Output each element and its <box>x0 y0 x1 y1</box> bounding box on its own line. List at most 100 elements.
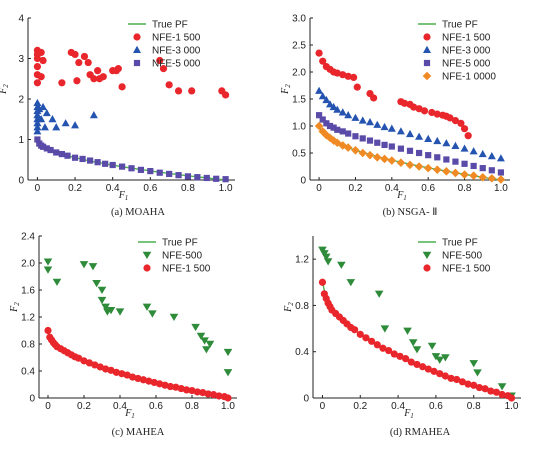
x-axis-label-subscript: 1 <box>131 412 135 420</box>
y-tick-label: 0 <box>300 176 306 187</box>
data-point <box>396 127 405 135</box>
data-point <box>128 165 135 172</box>
data-point <box>224 394 232 402</box>
y-axis-label: F2 <box>280 84 292 95</box>
data-point <box>58 150 65 158</box>
data-point <box>329 102 338 111</box>
data-point <box>469 171 478 180</box>
x-axis-label: F1 <box>124 408 135 420</box>
x-tick-label: 0.2 <box>349 183 363 194</box>
data-point <box>91 361 99 369</box>
data-point <box>315 49 323 57</box>
data-point <box>479 165 486 172</box>
data-point <box>165 81 173 89</box>
data-point <box>496 175 506 184</box>
data-point <box>339 128 346 135</box>
data-point <box>33 79 42 87</box>
data-point <box>434 154 441 161</box>
data-point <box>43 258 53 266</box>
data-point <box>326 100 334 108</box>
data-point <box>412 346 422 354</box>
data-point <box>430 367 438 375</box>
data-point <box>166 170 173 178</box>
data-point <box>447 374 455 382</box>
data-point <box>210 391 218 399</box>
legend-label: NFE-3 000 <box>152 46 201 57</box>
true-pf-line <box>321 282 512 399</box>
data-point <box>415 132 424 140</box>
data-point <box>33 63 42 71</box>
true-pf-line <box>36 139 226 181</box>
chart-panel-3: 0 0.2 0.4 0.6 0.8 1.0 0 0.4 0.8 1.2 1.6 2.0 2.4 F1 F2 T… <box>9 232 237 438</box>
legend-label: True PF <box>152 20 188 31</box>
data-point <box>343 143 353 152</box>
y-tick-label: 3.0 <box>292 14 306 25</box>
data-point <box>200 337 209 345</box>
legend: True PF NFE-1 500 NFE-3 000 NFE-5 000 NFE-1 … <box>418 20 496 83</box>
data-point <box>204 390 212 398</box>
data-point <box>87 157 94 164</box>
data-point <box>458 378 466 386</box>
y-axis-label-subscript: 2 <box>13 302 21 306</box>
data-point <box>380 154 389 164</box>
chart-panel-2: 0 0.2 0.4 0.6 0.8 1.0 0 0.5 1.0 1.5 2.0 2.5 3.0 F1 F2 T… <box>280 14 510 218</box>
data-point <box>129 373 137 381</box>
data-point <box>469 360 479 368</box>
data-point <box>337 261 346 269</box>
data-point <box>428 108 436 117</box>
legend-marker <box>423 59 431 67</box>
data-point <box>89 111 98 119</box>
data-point <box>469 147 478 155</box>
data-point <box>400 99 409 107</box>
data-point <box>487 387 495 395</box>
data-point <box>156 56 164 65</box>
data-point <box>109 161 116 169</box>
data-point <box>202 346 211 354</box>
data-point <box>420 107 429 115</box>
y-tick-label: 0.8 <box>21 340 35 351</box>
x-tick-label: 0.8 <box>181 183 195 194</box>
data-point <box>73 77 81 85</box>
data-point <box>40 123 49 131</box>
data-point <box>442 139 451 147</box>
data-point <box>338 108 347 116</box>
data-point <box>71 154 79 161</box>
legend-marker <box>133 59 141 67</box>
data-point <box>457 119 465 127</box>
x-tick-label: 1.0 <box>219 183 233 194</box>
data-point <box>118 83 126 91</box>
data-point <box>75 354 83 362</box>
data-point <box>80 52 89 61</box>
data-point <box>39 143 47 150</box>
x-tick-label: 0.2 <box>353 401 367 412</box>
x-axis-label: F1 <box>403 408 414 420</box>
data-point <box>496 154 505 162</box>
data-point <box>433 110 441 118</box>
data-point <box>436 370 444 378</box>
data-point <box>196 332 206 340</box>
legend-label: NFE-500 <box>442 251 482 262</box>
x-tick-label: 0.8 <box>185 401 199 412</box>
data-point <box>177 384 185 393</box>
data-point <box>174 87 183 95</box>
data-point <box>353 83 361 91</box>
panel-caption: (a) MOAHA <box>111 207 165 218</box>
legend-marker <box>422 71 432 81</box>
data-point <box>374 290 384 298</box>
panel-caption: (d) RMAHEA <box>390 427 451 438</box>
data-point <box>203 174 210 182</box>
data-point <box>406 129 414 138</box>
data-point <box>427 342 437 350</box>
data-point <box>101 303 110 311</box>
y-axis-label: F2 <box>0 84 10 95</box>
legend-label: True PF <box>162 238 198 249</box>
data-point <box>183 386 191 394</box>
x-tick-label: 0.2 <box>68 183 82 194</box>
data-point <box>492 388 501 396</box>
y-tick-label: 0.5 <box>292 149 306 160</box>
data-point <box>464 380 472 388</box>
data-point <box>199 389 207 397</box>
data-point <box>315 112 323 119</box>
data-point <box>321 253 331 261</box>
data-point <box>319 116 326 123</box>
